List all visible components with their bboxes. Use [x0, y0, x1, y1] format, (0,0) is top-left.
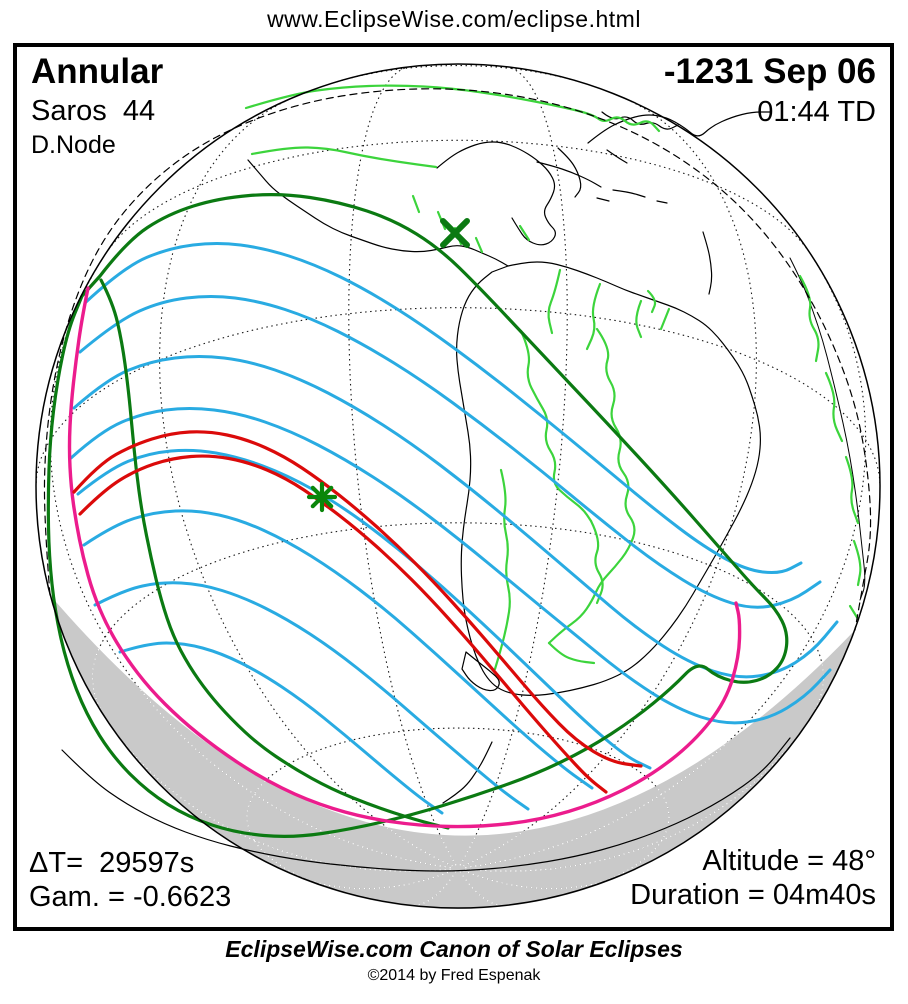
eclipse-stats-right: Altitude = 48° Duration = 04m40s — [630, 845, 876, 912]
page-url-title: www.EclipseWise.com/eclipse.html — [267, 6, 641, 32]
coast-africa-green-2 — [824, 371, 844, 443]
graticule-line — [92, 522, 824, 718]
graticule-line — [295, 869, 454, 890]
eclipse-type-label: Annular — [31, 52, 164, 91]
coast-hispaniola — [612, 189, 646, 198]
coast-gulf-of-mexico — [436, 141, 556, 246]
border-venezuela — [585, 282, 602, 351]
annular-path-south-limit — [78, 454, 608, 794]
eclipse-info-left: Annular Saros 44 D.Node — [31, 52, 163, 159]
credit-title: EclipseWise.com Canon of Solar Eclipses — [225, 936, 683, 962]
border-brazil-west — [547, 327, 636, 645]
coast-florida — [557, 147, 582, 198]
riseset-limit-leg — [99, 278, 450, 830]
graticule-line — [35, 307, 881, 483]
graticule-line — [159, 99, 454, 867]
graticule-line — [462, 99, 757, 867]
credit-block: EclipseWise.com Canon of Solar Eclipses … — [0, 936, 908, 985]
border-paraguay — [589, 519, 604, 605]
delta-t-label: ΔT= 29597s — [29, 847, 195, 879]
graticule-line — [253, 839, 332, 890]
border-us-mexico — [250, 146, 438, 169]
coast-africa-limb — [789, 257, 866, 601]
eclipse-time-label: 01:44 TD — [757, 96, 876, 129]
graticule-line — [459, 66, 568, 866]
border-peru-brazil — [519, 329, 593, 523]
terminator-dashed — [43, 88, 872, 631]
coast-antarctica — [61, 737, 791, 872]
graticule-line — [459, 871, 505, 907]
magnitude-contour-north-1 — [84, 242, 803, 575]
graticule-line — [411, 871, 457, 907]
night-region — [50, 595, 855, 910]
annular-path-north-limit — [72, 430, 643, 768]
border-guyana-2 — [659, 307, 671, 331]
border-central-america-1 — [411, 194, 421, 214]
riseset-curve-magenta — [67, 286, 742, 829]
magnitude-contour-south-1 — [76, 448, 652, 770]
coast-africa-green-3 — [844, 455, 860, 525]
coast-bahamas — [606, 149, 628, 164]
graticule-line — [462, 869, 621, 890]
penumbral-limit-loop — [46, 193, 789, 838]
border-st-lawrence — [646, 289, 657, 314]
gamma-label: Gam. = -0.6623 — [29, 880, 232, 913]
coast-tierra-del-fuego — [461, 651, 500, 692]
credit-copyright: ©2014 by Fred Espenak — [367, 967, 541, 984]
graticule-line — [246, 727, 670, 889]
saros-label: Saros 44 — [31, 95, 156, 128]
border-central-america-4 — [474, 236, 484, 254]
coast-lesser-antilles — [702, 231, 713, 295]
magnitude-contour-north-2 — [78, 295, 822, 609]
graticule-line — [108, 139, 808, 250]
coast-north-america-pacific — [247, 159, 509, 267]
magnitude-contour-north-4 — [69, 407, 832, 725]
altitude-label: Altitude = 48° — [702, 845, 876, 877]
border-guyana — [635, 299, 643, 339]
coast-africa-green-1 — [798, 274, 820, 363]
coast-antarctic-peninsula — [442, 741, 493, 804]
globe-limb — [35, 63, 881, 909]
eclipse-info-right: -1231 Sep 06 01:44 TD — [664, 52, 876, 130]
coast-africa-green-5 — [848, 604, 860, 621]
duration-label: Duration = 04m40s — [630, 878, 876, 911]
magnitude-contour-north-3 — [72, 355, 839, 679]
globe-disk — [36, 64, 880, 908]
border-yucatan — [518, 224, 531, 242]
coast-south-america — [456, 261, 761, 696]
node-label: D.Node — [31, 130, 116, 159]
greatest-eclipse-marker — [306, 481, 338, 513]
coast-puerto-rico — [656, 200, 668, 204]
border-chile-argentina — [493, 468, 511, 671]
coast-africa-green-4 — [852, 539, 862, 587]
graticule-line — [49, 259, 451, 869]
magnitude-contour-south-3 — [93, 581, 530, 811]
x-stroke — [440, 218, 470, 248]
coast-jamaica — [596, 197, 610, 202]
asterisk-center — [316, 491, 328, 503]
border-us-canada — [244, 84, 661, 133]
eclipse-stats-left: ΔT= 29597s Gam. = -0.6623 — [29, 847, 231, 914]
border-colombia — [547, 268, 562, 335]
coast-cuba — [536, 161, 602, 188]
subsolar-point-marker — [440, 218, 470, 248]
eclipse-date-label: -1231 Sep 06 — [663, 52, 876, 91]
border-argentina-north — [547, 641, 596, 665]
magnitude-contour-south-2 — [82, 509, 594, 790]
